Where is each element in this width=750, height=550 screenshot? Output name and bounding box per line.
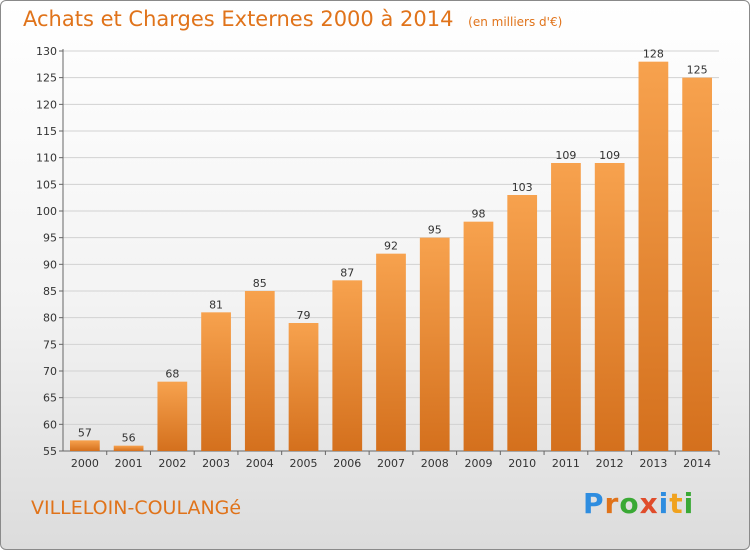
bar-2011 [551, 163, 581, 451]
y-tick-label: 130 [36, 45, 57, 58]
bar-2006 [332, 280, 363, 451]
data-label-2000: 57 [78, 426, 92, 439]
y-tick-label: 65 [43, 392, 57, 405]
x-tick-label-2007: 2007 [377, 457, 405, 470]
x-tick-label-2000: 2000 [71, 457, 99, 470]
data-label-2002: 68 [165, 368, 179, 381]
bars [69, 61, 713, 452]
data-label-2014: 125 [687, 64, 708, 77]
data-label-2001: 56 [122, 432, 136, 445]
bar-2013 [638, 61, 669, 452]
labels: 55 60 65 70 75 80 85 90 95 100 105 110 115 120 125 130 5… [36, 45, 711, 470]
chart-title: Achats et Charges Externes 2000 à 2014 (… [23, 7, 562, 31]
data-label-2010: 103 [512, 181, 533, 194]
bar-2008 [419, 237, 450, 451]
data-label-2011: 109 [555, 149, 576, 162]
x-tick-label-2008: 2008 [421, 457, 449, 470]
data-label-2007: 92 [384, 240, 398, 253]
data-label-2006: 87 [340, 266, 354, 279]
y-tick-label: 115 [36, 125, 57, 138]
chart-title-text: Achats et Charges Externes 2000 à 2014 [23, 7, 454, 31]
y-tick-label: 55 [43, 445, 57, 458]
y-tick-label: 85 [43, 285, 57, 298]
data-label-2008: 95 [428, 224, 442, 237]
data-label-2009: 98 [471, 208, 485, 221]
bar-2010 [507, 195, 538, 451]
bar-2000 [69, 440, 100, 451]
x-tick-label-2010: 2010 [508, 457, 536, 470]
x-tick-label-2004: 2004 [246, 457, 274, 470]
data-label-2003: 81 [209, 298, 223, 311]
bar-2005 [288, 323, 319, 451]
x-tick-label-2009: 2009 [464, 457, 492, 470]
x-tick-label-2005: 2005 [290, 457, 318, 470]
x-tick-label-2006: 2006 [333, 457, 361, 470]
brand-letter: o [619, 487, 640, 520]
bar-2004 [244, 291, 275, 451]
bar-2012 [594, 163, 625, 451]
y-tick-label: 120 [36, 98, 57, 111]
commune-name: VILLELOIN-COULANGé [31, 497, 242, 519]
brand-letter: t [669, 487, 684, 520]
y-tick-label: 125 [36, 72, 57, 85]
y-tick-label: 75 [43, 338, 57, 351]
data-label-2005: 79 [297, 309, 311, 322]
y-tick-label: 105 [36, 178, 57, 191]
brand-letter: x [639, 487, 659, 520]
bar-2014 [682, 77, 713, 452]
data-label-2004: 85 [253, 277, 267, 290]
bar-2009 [463, 221, 494, 451]
y-tick-label: 90 [43, 258, 57, 271]
x-tick-label-2002: 2002 [158, 457, 186, 470]
x-tick-label-2012: 2012 [596, 457, 624, 470]
chart-unit: (en milliers d'€) [468, 15, 563, 29]
bar-2001 [113, 445, 144, 451]
y-tick-label: 95 [43, 232, 57, 245]
y-tick-label: 60 [43, 418, 57, 431]
brand-letter: i [658, 487, 670, 520]
x-tick-label-2011: 2011 [552, 457, 580, 470]
bar-2003 [201, 312, 231, 451]
y-tick-label: 110 [36, 152, 57, 165]
brand-letter: r [604, 487, 620, 520]
y-tick-label: 100 [36, 205, 57, 218]
x-tick-label-2003: 2003 [202, 457, 230, 470]
bar-2007 [376, 253, 406, 451]
brand-letter: i [683, 487, 695, 520]
brand-letter: P [583, 487, 605, 520]
y-tick-label: 70 [43, 365, 57, 378]
y-tick-label: 80 [43, 312, 57, 325]
x-tick-label-2013: 2013 [639, 457, 667, 470]
bar-2002 [157, 381, 188, 451]
data-label-2012: 109 [599, 149, 620, 162]
proxiti-logo: Proxiti [583, 487, 694, 520]
x-tick-label-2001: 2001 [115, 457, 143, 470]
data-label-2013: 128 [643, 48, 664, 61]
x-tick-label-2014: 2014 [683, 457, 711, 470]
